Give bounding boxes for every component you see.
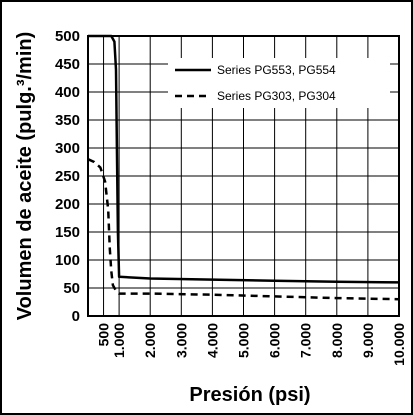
legend-label-series-1: Series PG553, PG554: [217, 63, 336, 77]
y-tick-label: 50: [63, 280, 80, 297]
y-tick-label: 100: [55, 252, 80, 269]
y-axis-title: Volumen de aceite (pulg.³/min): [14, 32, 36, 321]
series-layer: [87, 34, 400, 301]
x-axis-ticks: 500 1.000 2.000 3.000 4.000 5.000 6.000 7.000 8.…: [96, 323, 407, 366]
x-tick-label: 8.000: [329, 323, 345, 358]
series-line-1: [88, 34, 400, 284]
x-tick-label: 10.000: [391, 323, 407, 366]
series-line-2: [87, 158, 400, 301]
plot-frame: [87, 35, 400, 317]
x-tick-label: 9.000: [360, 323, 376, 358]
y-tick-label: 400: [55, 84, 80, 101]
x-tick-label: 5.000: [236, 323, 252, 358]
x-tick-label: 3.000: [173, 323, 189, 358]
y-tick-label: 500: [55, 28, 80, 45]
x-axis-title: Presión (psi): [189, 384, 310, 406]
legend-box: [168, 58, 390, 108]
y-tick-label: 300: [55, 140, 80, 157]
y-tick-label: 200: [55, 196, 80, 213]
x-tick-label: 1.000: [111, 323, 127, 358]
y-tick-label: 350: [55, 112, 80, 129]
x-tick-label: 4.000: [204, 323, 220, 358]
y-tick-label: 250: [55, 168, 80, 185]
y-axis-ticks: 0 50 100 150 200 250 300 350 400 450 500: [55, 28, 80, 325]
x-tick-label: 2.000: [142, 323, 158, 358]
x-tick-label: 500: [96, 323, 112, 347]
legend: Series PG553, PG554 Series PG303, PG304: [168, 58, 390, 108]
y-tick-label: 150: [55, 224, 80, 241]
y-tick-label: 450: [55, 56, 80, 73]
legend-label-series-2: Series PG303, PG304: [217, 89, 336, 103]
x-tick-label: 7.000: [298, 323, 314, 358]
y-tick-label: 0: [72, 308, 80, 325]
x-tick-label: 6.000: [267, 323, 283, 358]
